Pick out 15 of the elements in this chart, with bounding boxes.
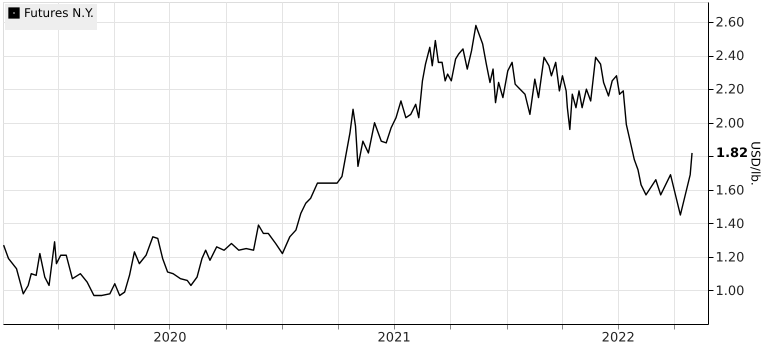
y-tick-label: 2.40	[716, 49, 744, 64]
y-tick-label: 1.40	[716, 216, 744, 232]
y-tick-label: 2.00	[716, 116, 744, 132]
y-tick-label: 2.60	[716, 16, 744, 31]
x-tick-label: 2021	[378, 330, 411, 346]
line-series	[2, 24, 693, 296]
y-tick-label: 1.20	[716, 250, 744, 266]
annotation: 1.82	[716, 146, 748, 161]
y-tick-label: 1.00	[716, 284, 744, 299]
x-tick-label: 2022	[602, 330, 635, 346]
y-tick-label: 2.20	[716, 82, 744, 98]
x-tick-label: 2020	[153, 330, 186, 346]
y-tick-label: 1.60	[716, 183, 744, 198]
y-axis-title: USD/lb.	[748, 141, 762, 186]
legend-label: Futures N.Y.	[24, 6, 94, 20]
